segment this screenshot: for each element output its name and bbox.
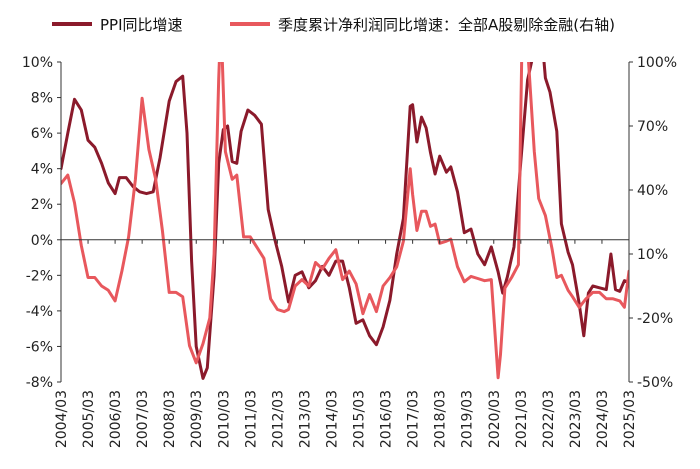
left-y-tick-label: 2% [31, 197, 53, 213]
right-y-tick-label: -50% [637, 375, 673, 391]
left-y-tick-label: 6% [31, 126, 53, 142]
x-tick-label: 2013/03 [297, 390, 313, 448]
x-tick-label: 2019/03 [460, 390, 476, 448]
right-y-tick-label: 10% [637, 247, 668, 263]
x-tick-label: 2024/03 [595, 390, 611, 448]
x-tick-label: 2025/03 [622, 390, 638, 448]
x-tick-label: 2015/03 [352, 390, 368, 448]
series-line-net-profit [61, 62, 629, 380]
x-tick-label: 2017/03 [406, 390, 422, 448]
x-tick-label: 2020/03 [487, 390, 503, 448]
plot-area [61, 62, 629, 380]
tick-labels: -8% -6% -4% -2% 0% 2% 4% 6% 8% 10% -50% -20% 10% 40% 7… [22, 55, 677, 448]
right-y-tick-label: 40% [637, 183, 668, 199]
x-tick-label: 2023/03 [568, 390, 584, 448]
x-tick-label: 2010/03 [216, 390, 232, 448]
x-tick-label: 2014/03 [324, 390, 340, 448]
right-y-tick-label: 70% [637, 119, 668, 135]
x-tick-label: 2022/03 [541, 390, 557, 448]
x-tick-label: 2009/03 [189, 390, 205, 448]
left-y-tick-label: -8% [26, 375, 53, 391]
left-y-tick-label: -6% [26, 339, 53, 355]
x-tick-label: 2006/03 [108, 390, 124, 448]
legend-label: PPI同比增速 [100, 16, 183, 34]
x-tick-label: 2012/03 [270, 390, 286, 448]
legend: PPI同比增速 季度累计净利润同比增速：全部A股剔除金融(右轴) [52, 16, 615, 34]
left-y-tick-label: 10% [22, 55, 53, 71]
axes [57, 61, 633, 383]
x-tick-label: 2016/03 [379, 390, 395, 448]
x-tick-label: 2005/03 [81, 390, 97, 448]
series-line-ppi [61, 62, 629, 380]
right-y-tick-label: -20% [637, 311, 673, 327]
left-y-tick-label: 8% [31, 91, 53, 107]
x-tick-label: 2008/03 [162, 390, 178, 448]
left-y-tick-label: 4% [31, 162, 53, 178]
x-tick-label: 2018/03 [433, 390, 449, 448]
legend-label: 季度累计净利润同比增速：全部A股剔除金融(右轴) [278, 16, 615, 34]
left-y-tick-label: -2% [26, 268, 53, 284]
left-y-tick-label: 0% [31, 233, 53, 249]
x-tick-label: 2021/03 [514, 390, 530, 448]
x-tick-label: 2004/03 [54, 390, 70, 448]
x-tick-label: 2007/03 [135, 390, 151, 448]
x-tick-label: 2011/03 [243, 390, 259, 448]
left-y-tick-label: -4% [26, 304, 53, 320]
right-y-tick-label: 100% [637, 55, 677, 71]
